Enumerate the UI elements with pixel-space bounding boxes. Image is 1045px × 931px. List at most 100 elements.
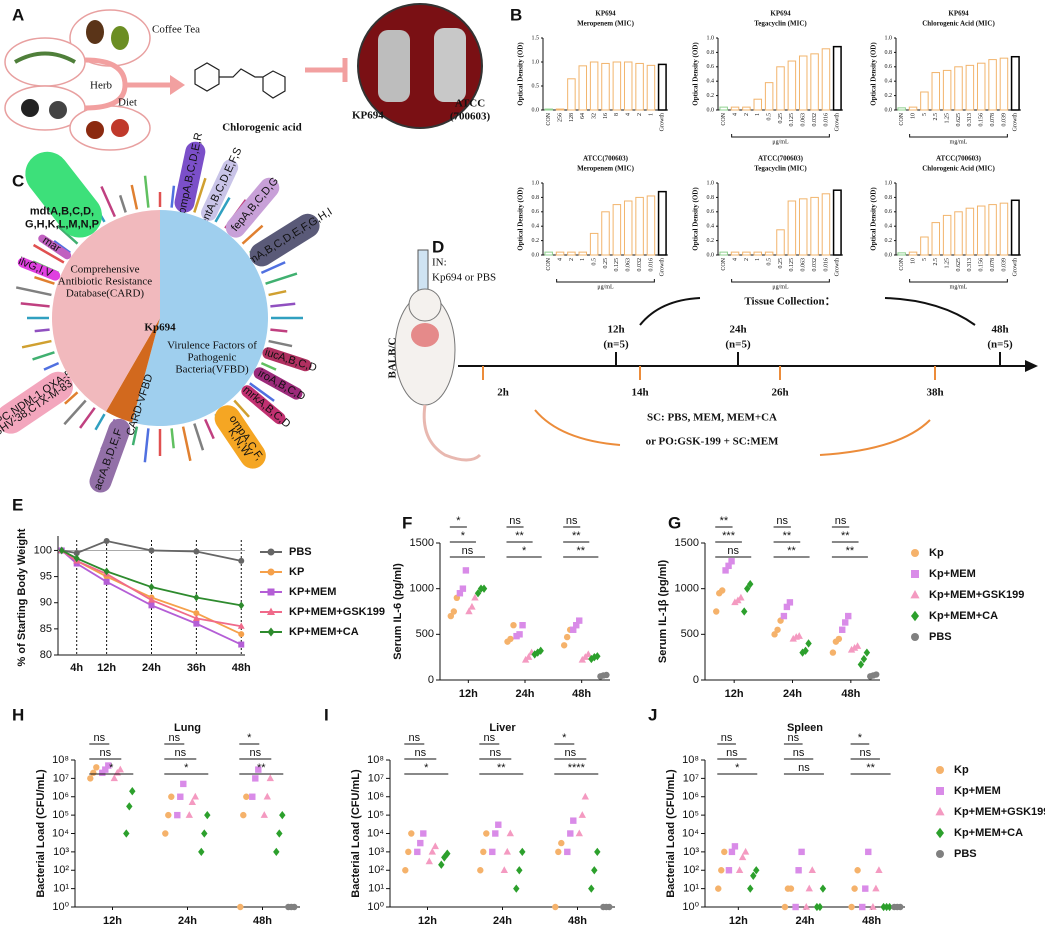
x-axis-label: mg/mL <box>950 139 968 145</box>
legend-marker <box>935 807 945 816</box>
marker <box>402 867 409 874</box>
marker <box>787 885 795 892</box>
gene-petal <box>241 385 286 425</box>
x-tick-label: 5 <box>922 113 928 116</box>
marker <box>718 867 725 874</box>
time-label: (n=5) <box>603 339 629 351</box>
bar <box>1010 199 1020 256</box>
y-tick-label: 0.2 <box>885 93 893 99</box>
marker <box>408 830 415 837</box>
gene-ray <box>181 426 192 462</box>
bar <box>920 236 929 256</box>
marker <box>462 567 470 574</box>
marker <box>237 622 245 629</box>
y-tick-label: 90 <box>40 597 52 609</box>
y-tick-label: 95 <box>40 570 52 582</box>
x-tick-label: 4 <box>626 113 632 116</box>
y-tick-label: 0.6 <box>532 209 540 215</box>
x-tick-label: 0.016 <box>823 258 829 272</box>
bar <box>719 251 728 256</box>
marker <box>829 649 837 656</box>
significance-label: ** <box>497 762 506 774</box>
marker <box>774 626 781 633</box>
marker <box>869 903 877 910</box>
chart-title: KP694 <box>770 10 791 18</box>
legend-label: PBS <box>289 546 312 558</box>
chart-title: Lung <box>174 722 201 734</box>
marker <box>863 648 871 657</box>
y-tick-label: 1.0 <box>885 35 893 41</box>
gene-ray <box>43 362 60 371</box>
time-label: 48h <box>991 324 1008 336</box>
marker <box>786 599 794 606</box>
collection-arc <box>639 297 701 326</box>
legend-label: Kp+MEM <box>954 785 1001 797</box>
y-axis-label: Optical Density (OD) <box>692 42 700 106</box>
collection-arc <box>884 297 976 326</box>
marker <box>581 792 589 800</box>
marker <box>162 830 169 837</box>
y-tick-label: 0.4 <box>707 79 715 85</box>
marker <box>731 598 739 606</box>
marker <box>857 660 865 669</box>
x-tick-label: 0.313 <box>967 258 973 272</box>
bar <box>954 211 963 256</box>
marker <box>722 567 729 574</box>
x-tick-label: Growth <box>835 258 841 276</box>
marker <box>721 848 728 856</box>
gene-label: mdtA,B,C,D, <box>30 205 94 217</box>
significance-label: * <box>461 530 466 542</box>
bracket <box>909 134 1008 138</box>
marker <box>802 646 809 655</box>
significance-label: ** <box>866 762 875 774</box>
marker <box>263 792 271 800</box>
marker <box>444 849 451 858</box>
bar <box>601 62 610 111</box>
database-label: Comprehensive <box>70 264 139 276</box>
inhibit <box>305 58 348 82</box>
legend-label: Kp <box>929 547 944 559</box>
x-tick-label: 5 <box>922 258 928 261</box>
gene-ray <box>56 224 79 245</box>
legend-label: Kp+MEM+GSK199 <box>929 589 1024 601</box>
marker <box>750 871 757 880</box>
marker <box>276 829 283 838</box>
marker <box>789 634 797 642</box>
marker <box>110 774 118 782</box>
chart-title: KP694 <box>595 10 616 18</box>
marker <box>780 612 788 620</box>
y-tick-label: 0.6 <box>707 64 715 70</box>
marker <box>839 626 846 633</box>
gene-ray <box>118 194 127 213</box>
y-tick-label: 10¹ <box>53 883 69 895</box>
x-tick-label: 128 <box>569 113 575 122</box>
y-tick-label: 10¹ <box>683 883 699 895</box>
marker <box>266 774 274 782</box>
vfbd-sector <box>132 210 269 427</box>
marker <box>500 866 508 873</box>
marker <box>73 560 80 567</box>
streak <box>378 30 410 102</box>
x-tick-label: 48h <box>232 662 251 674</box>
bar <box>798 55 808 111</box>
x-tick-label: 24h <box>142 662 161 674</box>
x-tick-label: 64 <box>580 113 586 119</box>
bar <box>931 72 941 111</box>
legend-marker <box>267 568 275 576</box>
marker <box>428 847 436 855</box>
marker <box>414 848 421 856</box>
marker <box>516 631 523 638</box>
molecule <box>194 62 286 99</box>
significance-label: ns <box>483 732 495 744</box>
bar <box>810 196 819 256</box>
panel-label: J <box>648 705 657 724</box>
x-tick-label: 36h <box>187 662 206 674</box>
x-tick-label: 1 <box>755 258 761 261</box>
y-tick-label: 10² <box>368 864 384 876</box>
time-label: (n=5) <box>725 339 751 351</box>
x-tick-label: 0.125 <box>789 113 795 127</box>
bar <box>544 251 553 256</box>
bracket <box>909 279 1008 283</box>
x-tick-label: 0.039 <box>1001 113 1007 127</box>
legend-marker <box>267 588 275 596</box>
